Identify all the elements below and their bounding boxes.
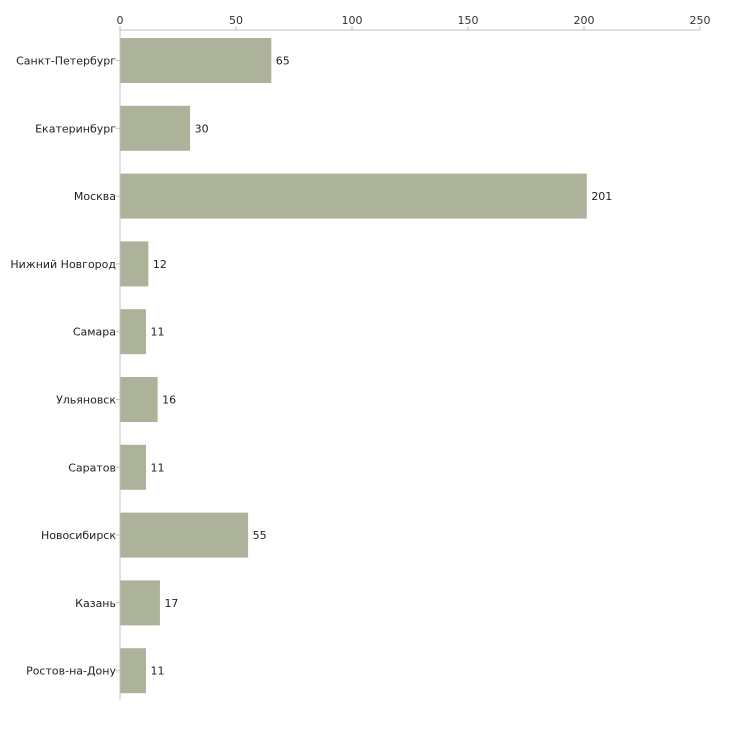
bar <box>120 444 147 490</box>
value-label: 12 <box>153 258 167 271</box>
bar <box>120 580 160 626</box>
x-tick-label: 0 <box>117 14 124 27</box>
value-label: 11 <box>151 326 165 339</box>
bar <box>120 377 158 422</box>
value-label: 65 <box>276 55 290 68</box>
labels-layer: Санкт-Петербург 65 Екатеринбург 30 Москва 201… <box>10 55 612 678</box>
value-label: 11 <box>151 665 165 678</box>
category-label: Москва <box>74 190 116 203</box>
bar <box>120 241 149 287</box>
value-label: 16 <box>162 394 176 407</box>
category-label: Саратов <box>68 461 116 474</box>
bar <box>120 173 587 219</box>
x-tick-label: 100 <box>342 14 363 27</box>
value-label: 201 <box>591 190 612 203</box>
bar <box>120 512 249 558</box>
x-tick-label: 200 <box>574 14 595 27</box>
value-label: 55 <box>253 529 267 542</box>
category-label: Санкт-Петербург <box>16 55 116 68</box>
category-label: Новосибирск <box>41 529 116 542</box>
value-label: 30 <box>195 122 209 135</box>
category-label: Ростов-на-Дону <box>26 665 116 678</box>
category-label: Ульяновск <box>56 394 116 407</box>
bar <box>120 648 147 694</box>
category-label: Казань <box>75 597 116 610</box>
x-tick-label: 50 <box>229 14 243 27</box>
value-label: 11 <box>151 461 165 474</box>
category-label: Самара <box>73 326 116 339</box>
x-tick-label: 150 <box>458 14 479 27</box>
bar <box>120 309 147 355</box>
category-label: Нижний Новгород <box>10 258 116 271</box>
axis-layer: 0 50 100 150 200 250 <box>116 14 711 700</box>
category-label: Екатеринбург <box>35 122 116 135</box>
value-label: 17 <box>164 597 178 610</box>
bars-layer <box>120 38 587 694</box>
x-tick-label: 250 <box>690 14 711 27</box>
bar <box>120 38 272 83</box>
bar <box>120 105 191 151</box>
